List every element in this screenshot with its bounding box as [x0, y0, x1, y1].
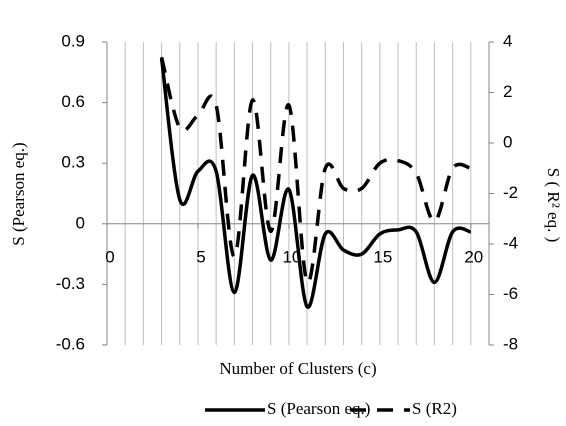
- x-tick-label: 20: [464, 247, 483, 266]
- y-tick-label: 0: [76, 213, 85, 232]
- y2-axis-title: S ( R² eq. ): [544, 168, 563, 243]
- y2-tick-label: 4: [503, 31, 512, 50]
- y2-tick-label: -6: [503, 284, 518, 303]
- y-tick-label: 0.6: [61, 92, 85, 111]
- y-tick-label: 0.3: [61, 153, 85, 172]
- y2-tick-label: -4: [503, 233, 518, 252]
- x-tick-label: 15: [373, 247, 392, 266]
- y-tick-label: 0.9: [61, 31, 85, 50]
- legend-label: S (Pearson eq.): [267, 399, 370, 418]
- line-series: [159, 57, 472, 309]
- x-tick-label: 0: [105, 247, 114, 266]
- legend-label: S (R2): [412, 399, 457, 418]
- y2-tick-label: -8: [503, 334, 518, 353]
- y-axis-title: S (Pearson eq.): [9, 142, 28, 245]
- x-tick-label: 10: [282, 247, 301, 266]
- x-axis-title: Number of Clusters (c): [219, 359, 376, 378]
- x-tick-label: 5: [196, 247, 205, 266]
- y2-tick-label: 0: [503, 132, 512, 151]
- line-series: [159, 56, 472, 284]
- y-tick-label: -0.6: [56, 334, 85, 353]
- y2-tick-label: -2: [503, 183, 518, 202]
- y2-tick-label: 2: [503, 82, 512, 101]
- y-tick-label: -0.3: [56, 274, 85, 293]
